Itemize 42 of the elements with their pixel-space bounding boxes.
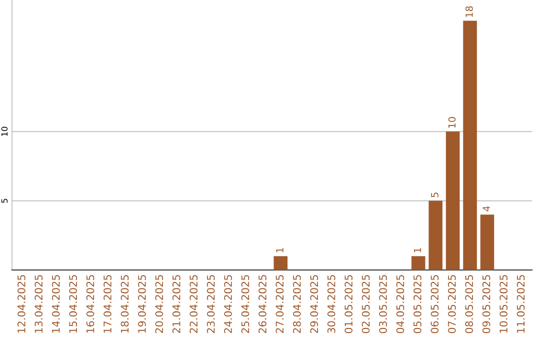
data-label: 1 xyxy=(276,248,284,252)
bar xyxy=(274,256,288,270)
x-tick-label: 28.04.2025 xyxy=(292,275,301,334)
bar xyxy=(446,132,460,270)
x-tick-label: 23.04.2025 xyxy=(206,275,215,334)
x-tick-label: 04.05.2025 xyxy=(396,275,404,334)
data-label: 5 xyxy=(431,192,438,198)
data-label: 1 xyxy=(414,248,422,252)
x-tick-label: 02.05.2025 xyxy=(362,275,370,334)
x-tick-label: 14.04.2025 xyxy=(52,275,60,333)
x-tick-label: 29.04.2025 xyxy=(310,275,318,334)
x-tick-label: 01.05.2025 xyxy=(344,275,353,334)
x-tick-label: 21.04.2025 xyxy=(172,275,180,334)
x-tick-label: 12.04.2025 xyxy=(17,275,26,333)
x-tick-label: 17.04.2025 xyxy=(104,275,112,333)
x-tick-label: 27.04.2025 xyxy=(276,275,284,334)
x-tick-label: 15.04.2025 xyxy=(69,275,78,333)
x-tick-label: 30.04.2025 xyxy=(327,275,336,334)
data-label: 18 xyxy=(465,6,473,17)
x-tick-label: 22.04.2025 xyxy=(190,275,198,334)
x-tick-label: 11.05.2025 xyxy=(516,275,525,333)
x-tick-label: 16.04.2025 xyxy=(86,275,94,333)
x-tick-label: 05.05.2025 xyxy=(414,275,422,334)
x-tick-label: 08.05.2025 xyxy=(465,275,474,334)
x-tick-label: 25.04.2025 xyxy=(241,275,250,334)
bar xyxy=(463,20,477,270)
x-tick-label: 19.04.2025 xyxy=(138,275,146,333)
x-tick-label: 10.05.2025 xyxy=(500,275,508,333)
x-tick-label: 03.05.2025 xyxy=(379,275,387,334)
data-label: 4 xyxy=(482,206,490,212)
x-tick-label: 26.04.2025 xyxy=(258,275,266,334)
x-tick-label: 09.05.2025 xyxy=(482,275,490,334)
x-tick-label: 13.04.2025 xyxy=(34,275,43,333)
bar xyxy=(428,200,442,270)
x-tick-label: 24.04.2025 xyxy=(224,275,232,334)
x-tick-label: 18.04.2025 xyxy=(120,275,129,333)
bar xyxy=(411,256,426,270)
bar xyxy=(480,214,494,270)
data-label: 10 xyxy=(448,117,456,128)
x-tick-label: 06.05.2025 xyxy=(430,275,439,334)
x-tick-label: 07.05.2025 xyxy=(448,275,456,334)
x-tick-label: 20.04.2025 xyxy=(155,275,164,334)
